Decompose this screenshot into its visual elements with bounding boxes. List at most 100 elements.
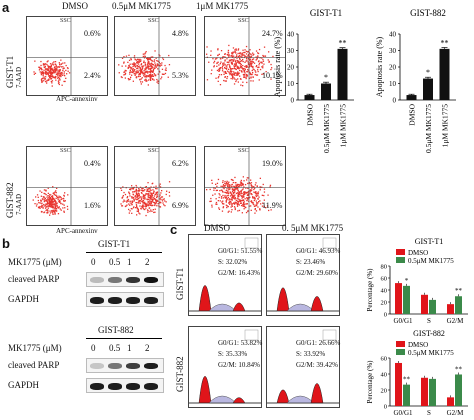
event-dot <box>63 67 65 69</box>
event-dot <box>243 186 245 188</box>
event-dot <box>232 181 234 184</box>
event-dot <box>133 55 136 57</box>
event-dot <box>142 206 144 208</box>
event-dot <box>225 184 227 186</box>
event-dot <box>44 205 46 207</box>
event-dot <box>128 78 131 80</box>
event-dot <box>57 70 60 72</box>
event-dot <box>157 60 159 62</box>
event-dot <box>151 192 153 195</box>
y-axis-label: Apoptosis rate (%) <box>273 36 282 97</box>
event-dot <box>235 52 237 54</box>
event-dot <box>239 200 241 202</box>
event-dot <box>61 72 63 75</box>
event-dot <box>50 72 52 74</box>
event-dot <box>54 212 56 214</box>
event-dot <box>145 186 147 188</box>
event-dot <box>162 58 165 61</box>
event-dot <box>138 69 140 71</box>
event-dot <box>50 65 52 67</box>
event-dot <box>48 75 50 77</box>
event-dot <box>156 188 158 190</box>
event-dot <box>250 77 252 79</box>
event-dot <box>145 207 147 209</box>
event-dot <box>224 67 226 69</box>
event-dot <box>57 207 60 209</box>
event-dot <box>235 72 237 74</box>
event-dot <box>127 198 130 201</box>
event-dot <box>251 186 253 188</box>
event-dot <box>48 67 50 69</box>
event-dot <box>252 66 254 68</box>
event-dot <box>132 207 135 209</box>
event-dot <box>257 55 259 57</box>
event-dot <box>133 63 135 65</box>
blot-band <box>126 383 140 390</box>
event-dot <box>154 65 156 67</box>
event-dot <box>240 70 242 72</box>
event-dot <box>134 190 136 192</box>
event-dot <box>141 187 143 190</box>
ssc-label: SSC <box>60 18 71 24</box>
event-dot <box>243 68 245 70</box>
event-dot <box>149 75 151 77</box>
event-dot <box>147 57 149 60</box>
event-dot <box>243 201 245 203</box>
event-dot <box>153 191 155 193</box>
event-dot <box>245 187 247 189</box>
event-dot <box>244 203 246 205</box>
event-dot <box>222 203 224 205</box>
event-dot <box>49 212 52 214</box>
event-dot <box>133 199 135 201</box>
event-dot <box>230 211 232 213</box>
event-dot <box>48 203 50 205</box>
event-dot <box>144 65 146 67</box>
event-dot <box>224 191 226 193</box>
event-dot <box>55 197 57 199</box>
bar <box>455 374 462 406</box>
event-dot <box>251 60 253 62</box>
event-dot <box>47 72 49 74</box>
event-dot <box>56 202 58 204</box>
event-dot <box>151 63 154 65</box>
event-dot <box>244 65 246 68</box>
event-dot <box>154 211 156 213</box>
event-dot <box>130 68 132 70</box>
event-dot <box>150 75 152 77</box>
event-dot <box>220 185 222 187</box>
event-dot <box>244 184 247 186</box>
event-dot <box>236 200 239 202</box>
event-dot <box>218 70 220 72</box>
event-dot <box>49 193 51 196</box>
event-dot <box>247 187 249 189</box>
event-dot <box>229 60 231 62</box>
event-dot <box>135 202 137 204</box>
event-dot <box>47 73 50 76</box>
event-dot <box>224 80 226 82</box>
dose-value: 1 <box>127 343 132 353</box>
event-dot <box>46 212 48 214</box>
event-dot <box>145 79 147 81</box>
event-dot <box>222 206 225 208</box>
event-dot <box>51 200 53 202</box>
event-dot <box>135 207 137 209</box>
y-axis-label: Percentage (%) <box>366 360 374 404</box>
event-dot <box>234 51 236 53</box>
event-dot <box>217 80 219 82</box>
event-dot <box>231 188 234 190</box>
event-dot <box>221 210 224 212</box>
event-dot <box>63 210 65 212</box>
event-dot <box>56 196 59 199</box>
event-dot <box>122 201 124 203</box>
event-dot <box>232 60 234 62</box>
event-dot <box>136 72 138 74</box>
event-dot <box>39 190 41 192</box>
event-dot <box>40 206 43 208</box>
event-dot <box>242 69 244 71</box>
event-dot <box>151 59 153 62</box>
event-dot <box>147 190 149 192</box>
event-dot <box>244 51 246 54</box>
event-dot <box>219 190 221 192</box>
event-dot <box>45 194 47 196</box>
